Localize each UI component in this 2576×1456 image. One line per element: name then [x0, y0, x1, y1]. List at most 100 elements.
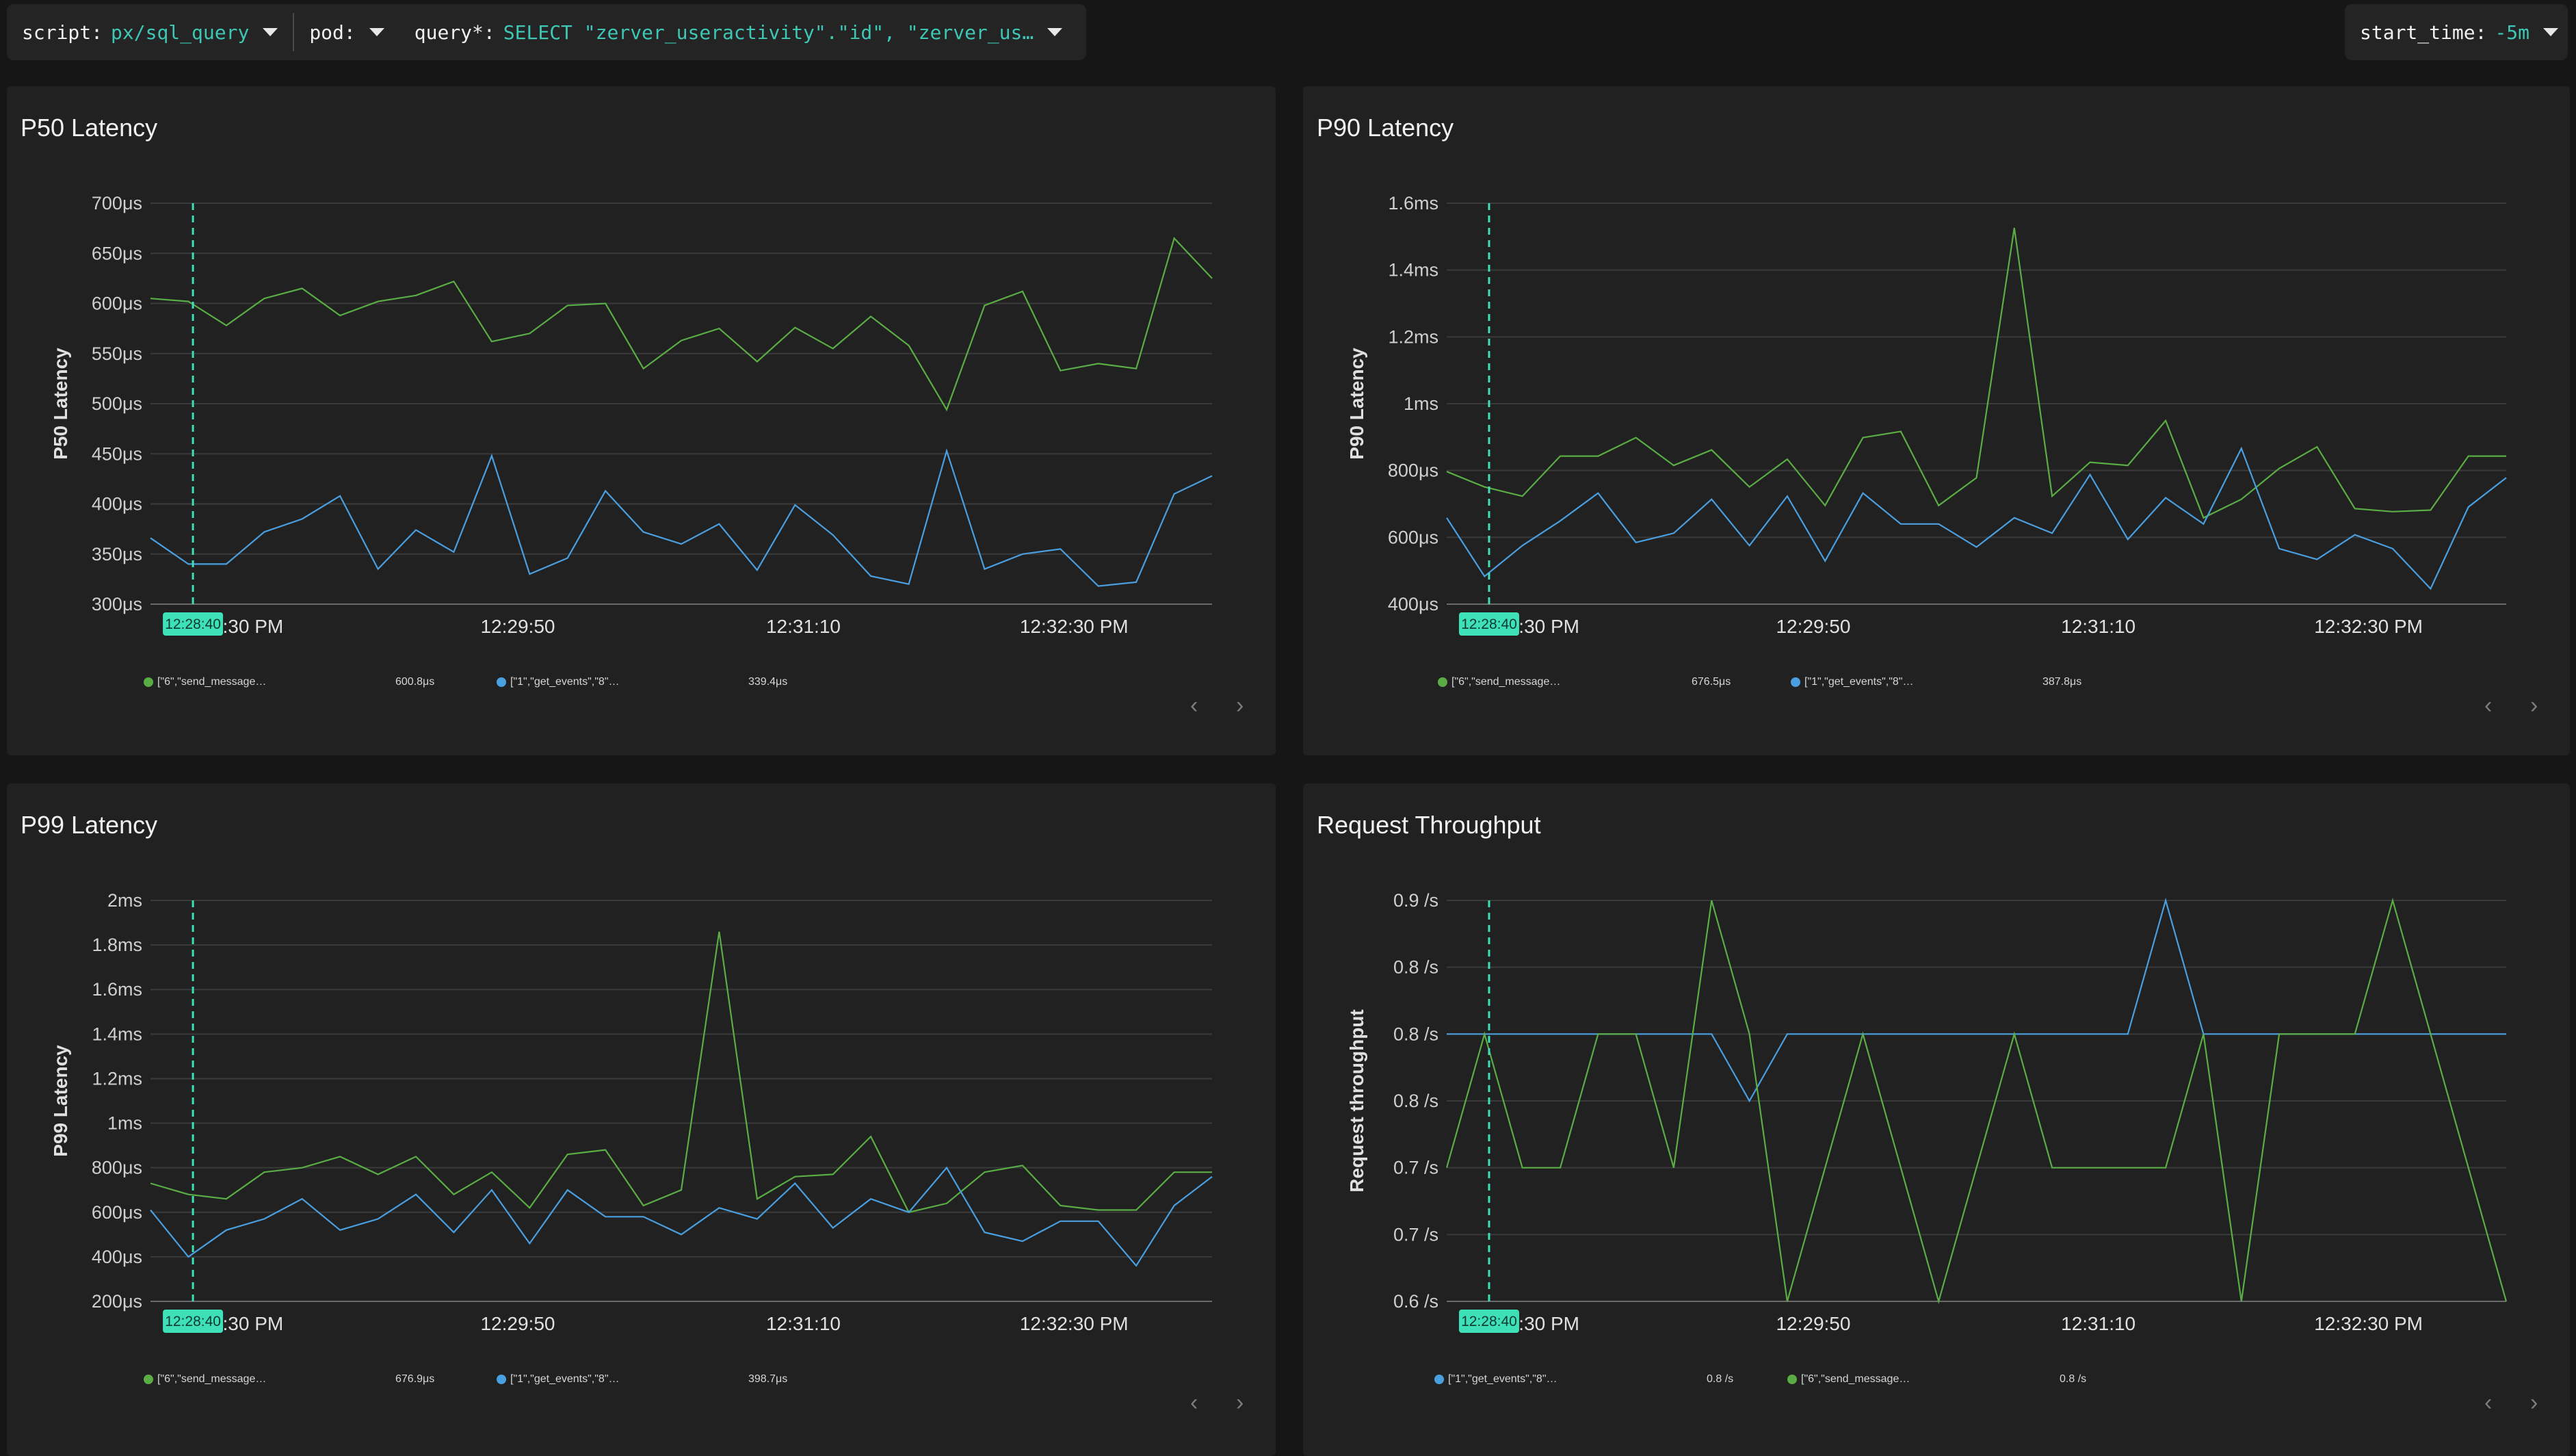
series-line	[1446, 446, 2507, 590]
y-tick-label: 650μs	[92, 243, 142, 263]
script-value: px/sql_query	[111, 21, 250, 44]
y-tick-label: 550μs	[92, 343, 142, 364]
legend-item[interactable]: ["1","get_events","8"…	[1791, 676, 1914, 688]
y-axis-label: Request throughput	[1346, 1009, 1367, 1193]
x-tick-label: 12:29:50	[480, 616, 555, 637]
p99-latency-panel: P99 Latency P99 Latency 2ms 1.8ms 1.6ms 1.4m…	[7, 783, 1276, 1456]
legend-item[interactable]: ["6","send_message…	[144, 676, 266, 688]
chevron-down-icon	[369, 28, 384, 36]
legend-dot	[1791, 677, 1800, 687]
y-tick-label: 1ms	[107, 1113, 142, 1134]
y-tick-label: 1ms	[1404, 393, 1438, 414]
p90-latency-chart[interactable]: P90 Latency 1.6ms 1.4ms 1.2ms 1ms 800μs 600μs 4…	[1303, 86, 2570, 755]
legend-dot	[144, 1375, 153, 1384]
script-key: script:	[22, 21, 103, 44]
y-tick-label: 1.2ms	[1388, 326, 1438, 347]
chevron-right-icon[interactable]: ›	[1236, 692, 1244, 718]
y-tick-label: 0.9 /s	[1393, 890, 1438, 911]
legend-item[interactable]: ["6","send_message…	[1438, 676, 1560, 688]
y-tick-label: 200μs	[92, 1291, 142, 1312]
divider	[293, 13, 295, 51]
y-axis-label: P50 Latency	[50, 348, 71, 460]
cursor-label-box	[163, 1310, 224, 1333]
chevron-left-icon[interactable]: ‹	[1190, 692, 1198, 718]
chevron-left-icon[interactable]: ‹	[2484, 1390, 2493, 1416]
y-axis-label: P90 Latency	[1346, 348, 1367, 460]
chevron-right-icon[interactable]: ›	[1236, 1390, 1244, 1416]
legend-label: ["1","get_events","8"…	[510, 676, 620, 688]
chevron-left-icon[interactable]: ‹	[1190, 1390, 1198, 1416]
cursor-label: 12:28:40	[1461, 616, 1517, 632]
y-tick-label: 600μs	[1388, 527, 1438, 547]
request-throughput-panel: Request Throughput Request throughput 0.9…	[1303, 783, 2570, 1456]
cursor-label: 12:28:40	[1461, 1314, 1517, 1329]
y-tick-label: 1.8ms	[92, 935, 142, 955]
legend-value: 676.5μs	[1692, 676, 1731, 688]
panel-title: P90 Latency	[1317, 114, 1454, 142]
start-time-selector[interactable]: start_time: -5m	[2345, 4, 2573, 60]
panel-title: Request Throughput	[1317, 811, 1541, 839]
script-args-bar: script: px/sql_query pod: query*: SELECT…	[7, 4, 1086, 60]
legend-label: ["6","send_message…	[157, 1373, 267, 1385]
cursor-label: 12:28:40	[165, 1314, 221, 1329]
y-tick-label: 300μs	[92, 594, 142, 614]
y-tick-label: 0.8 /s	[1393, 957, 1438, 978]
legend-item[interactable]: ["1","get_events","8"…	[497, 1373, 620, 1386]
x-tick-label: 12:32:30 PM	[2314, 1313, 2423, 1334]
y-tick-label: 0.8 /s	[1393, 1091, 1438, 1111]
y-tick-label: 0.8 /s	[1393, 1024, 1438, 1044]
legend-dot	[1434, 1375, 1444, 1384]
y-tick-label: 500μs	[92, 393, 142, 414]
pod-key: pod:	[309, 21, 356, 44]
script-selector[interactable]: script: px/sql_query	[7, 4, 293, 60]
y-tick-label: 1.4ms	[92, 1024, 142, 1044]
x-tick-label: 12:31:10	[2061, 1313, 2135, 1334]
legend-label: ["6","send_message…	[1801, 1373, 1910, 1385]
chevron-down-icon	[263, 28, 278, 36]
p50-latency-chart[interactable]: P50 Latency 700μs 650μs 600μs 550μs 500μs 450μ…	[7, 86, 1276, 755]
legend-dot	[1787, 1375, 1797, 1384]
series-line	[1446, 227, 2506, 519]
y-tick-label: 1.4ms	[1388, 260, 1438, 281]
series-line	[150, 931, 1212, 1214]
pod-selector[interactable]: pod:	[294, 4, 399, 60]
legend-value: 600.8μs	[395, 676, 435, 688]
x-tick-label: 12:32:30 PM	[2314, 616, 2423, 637]
y-tick-label: 400μs	[92, 494, 142, 515]
x-tick-label: 12:32:30 PM	[1020, 1313, 1129, 1334]
start-time-bar: start_time: -5m	[2345, 4, 2568, 60]
x-tick-label: 12:29:50	[480, 1313, 555, 1334]
legend-item[interactable]: ["1","get_events","8"…	[1434, 1373, 1558, 1386]
series-line	[150, 448, 1213, 587]
chevron-right-icon[interactable]: ›	[2530, 692, 2538, 718]
y-tick-label: 2ms	[107, 890, 142, 911]
p99-latency-chart[interactable]: P99 Latency 2ms 1.8ms 1.6ms 1.4ms 1.2ms 1ms 800…	[7, 783, 1276, 1456]
y-tick-label: 800μs	[92, 1158, 142, 1178]
p90-latency-panel: P90 Latency P90 Latency 1.6ms 1.4ms 1.2ms 1m…	[1303, 86, 2570, 755]
series-line	[150, 1166, 1213, 1267]
x-tick-label: 12:29:50	[1776, 1313, 1850, 1334]
legend-value: 0.8 /s	[2060, 1373, 2087, 1385]
legend-label: ["1","get_events","8"…	[510, 1373, 620, 1385]
y-tick-label: 1.6ms	[1388, 193, 1438, 213]
y-tick-label: 600μs	[92, 1202, 142, 1223]
request-throughput-chart[interactable]: Request throughput 0.9 /s 0.8 /s 0.8 /s 0.8 …	[1303, 783, 2570, 1456]
chevron-left-icon[interactable]: ‹	[2484, 692, 2493, 718]
query-selector[interactable]: query*: SELECT "zerver_useractivity"."id…	[399, 4, 1077, 60]
x-tick-label: 12:31:10	[766, 1313, 841, 1334]
y-axis-label: P99 Latency	[50, 1045, 71, 1157]
chevron-right-icon[interactable]: ›	[2530, 1390, 2538, 1416]
legend-value: 0.8 /s	[1707, 1373, 1734, 1385]
y-tick-label: 400μs	[1388, 594, 1438, 614]
y-tick-label: 450μs	[92, 443, 142, 464]
chevron-down-icon	[2543, 28, 2559, 36]
legend-value: 398.7μs	[748, 1373, 788, 1385]
p50-latency-panel: P50 Latency P50 Latency 700μs 650μs 600μs 55…	[7, 86, 1276, 755]
legend-item[interactable]: ["6","send_message…	[144, 1373, 266, 1386]
start-time-key: start_time:	[2360, 21, 2487, 44]
cursor-label-box	[163, 612, 224, 636]
legend-item[interactable]: ["6","send_message…	[1787, 1373, 1910, 1386]
query-value: SELECT "zerver_useractivity"."id", "zerv…	[503, 21, 1034, 44]
legend-item[interactable]: ["1","get_events","8"…	[497, 676, 620, 688]
legend-dot	[1438, 677, 1447, 687]
